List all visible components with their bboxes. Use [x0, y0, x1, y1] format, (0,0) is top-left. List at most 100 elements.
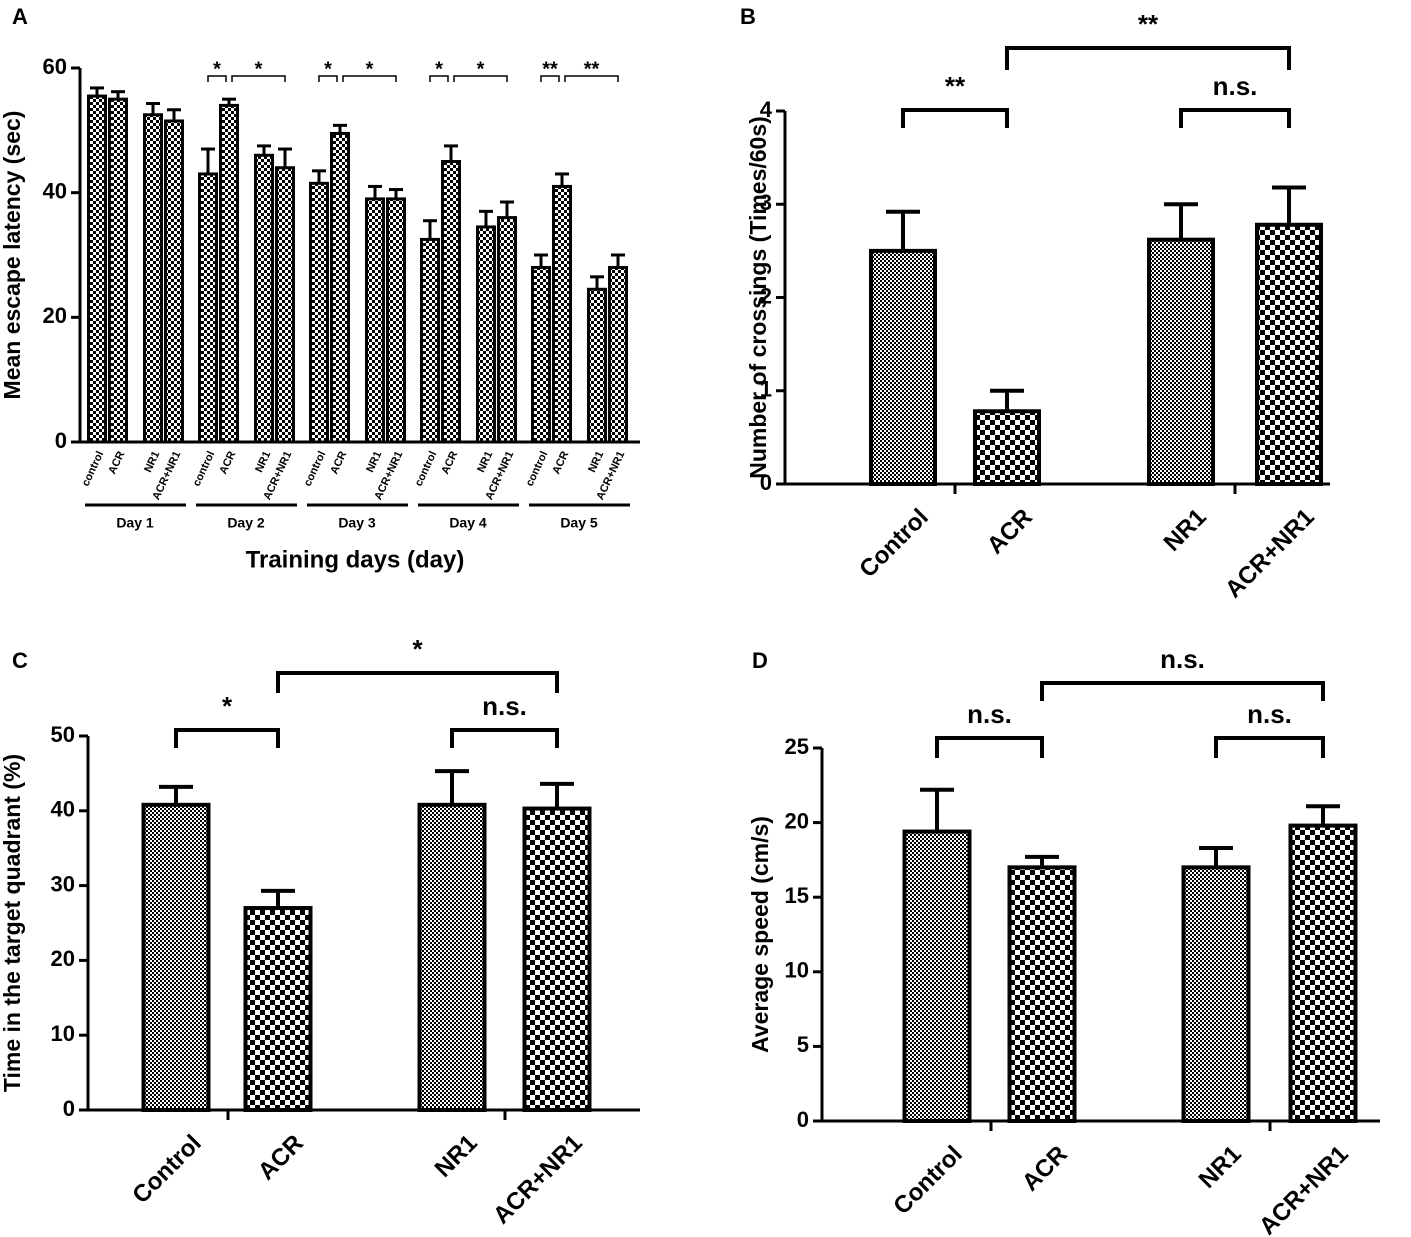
x-tick-label: ACR+NR1: [488, 1130, 588, 1230]
significance-bracket: [564, 75, 619, 82]
x-tick-label: ACR+NR1: [1220, 504, 1320, 604]
error-bar: [368, 184, 382, 199]
error-bar: [444, 144, 458, 162]
y-tick-label: 0: [55, 428, 67, 453]
significance-label: n.s.: [482, 691, 527, 721]
bar: [87, 94, 107, 444]
bar-label: control: [191, 449, 218, 488]
error-bar: [257, 144, 271, 156]
error-bar: [435, 769, 469, 805]
significance-label: **: [1138, 9, 1159, 39]
bar-label: control: [413, 449, 440, 488]
error-bar: [1306, 804, 1340, 826]
bar: [1255, 222, 1323, 486]
x-tick-label: Control: [127, 1130, 206, 1209]
panel-label: A: [12, 4, 28, 29]
panel-label: D: [752, 648, 768, 673]
bar: [497, 216, 517, 444]
y-tick-label: 4: [760, 97, 773, 122]
bar: [1147, 237, 1215, 486]
significance-label: n.s.: [967, 699, 1012, 729]
day-label: Day 2: [227, 515, 265, 531]
significance-label: **: [584, 58, 600, 80]
error-bar: [1272, 185, 1306, 225]
bar: [476, 225, 496, 444]
significance-bracket: [935, 736, 1044, 758]
x-tick-label: Control: [888, 1141, 967, 1220]
x-tick-label: ACR: [253, 1130, 309, 1186]
bar-label: NR1: [586, 449, 606, 474]
day-label: Day 4: [449, 515, 487, 531]
error-bar: [886, 209, 920, 251]
error-bar: [159, 784, 193, 805]
error-bar: [312, 169, 326, 184]
bar: [608, 265, 628, 444]
x-tick-label: NR1: [1159, 504, 1212, 557]
error-bar: [222, 97, 236, 106]
error-bar: [389, 188, 403, 199]
bar: [587, 287, 607, 444]
y-tick-label: 25: [785, 734, 809, 759]
y-tick-label: 1: [760, 377, 772, 402]
error-bar: [555, 172, 569, 187]
significance-label: *: [435, 58, 443, 80]
significance-bracket: [174, 728, 280, 748]
error-bar: [423, 219, 437, 240]
bar-label: control: [302, 449, 329, 488]
error-bar: [167, 108, 181, 121]
significance-label: *: [412, 634, 423, 664]
error-bar: [146, 102, 160, 115]
significance-label: **: [542, 58, 558, 80]
bar: [330, 131, 350, 444]
y-tick-label: 5: [797, 1032, 809, 1057]
significance-bracket: [450, 728, 559, 748]
bar-label: NR1: [364, 449, 384, 474]
error-bar: [611, 253, 625, 268]
y-tick-label: 20: [43, 303, 67, 328]
bar: [869, 248, 937, 486]
error-bar: [479, 209, 493, 227]
panel-label: C: [12, 648, 28, 673]
y-axis-title: Average speed (cm/s): [747, 816, 773, 1053]
y-tick-label: 10: [51, 1021, 75, 1046]
x-tick-label: ACR: [982, 504, 1038, 560]
y-tick-label: 40: [51, 797, 75, 822]
error-bar: [90, 86, 104, 97]
y-axis-title: Number of crossings (Times/60s): [745, 116, 771, 479]
bar: [420, 237, 440, 444]
x-tick-label: NR1: [430, 1130, 483, 1183]
significance-bracket: [453, 75, 508, 82]
bar: [108, 97, 128, 444]
y-axis-title: Mean escape latency (sec): [0, 111, 25, 400]
bar: [164, 119, 184, 444]
panel-label: B: [740, 4, 756, 29]
x-tick-label: Control: [854, 504, 933, 583]
bar: [973, 409, 1041, 487]
error-bar: [111, 90, 125, 100]
bar: [309, 181, 329, 444]
bar: [902, 829, 972, 1123]
bar: [365, 197, 385, 444]
bar: [275, 166, 295, 444]
y-tick-label: 60: [43, 54, 67, 79]
bar-label: control: [80, 449, 107, 488]
y-tick-label: 50: [51, 722, 75, 747]
significance-label: n.s.: [1213, 71, 1258, 101]
error-bar: [333, 123, 347, 134]
error-bar: [1025, 854, 1059, 868]
bar: [522, 806, 592, 1113]
bar-label: ACR: [106, 449, 127, 476]
significance-label: n.s.: [1247, 699, 1292, 729]
y-tick-label: 0: [63, 1096, 75, 1121]
significance-label: n.s.: [1160, 644, 1205, 674]
error-bar: [1199, 845, 1233, 868]
y-tick-label: 2: [760, 283, 772, 308]
significance-label: *: [213, 58, 221, 80]
day-label: Day 3: [338, 515, 376, 531]
bar: [254, 153, 274, 444]
significance-bracket: [1040, 681, 1325, 701]
bar-label: NR1: [475, 449, 495, 474]
x-tick-label: NR1: [1194, 1141, 1247, 1194]
significance-bracket: [429, 75, 449, 82]
significance-bracket: [540, 75, 560, 82]
